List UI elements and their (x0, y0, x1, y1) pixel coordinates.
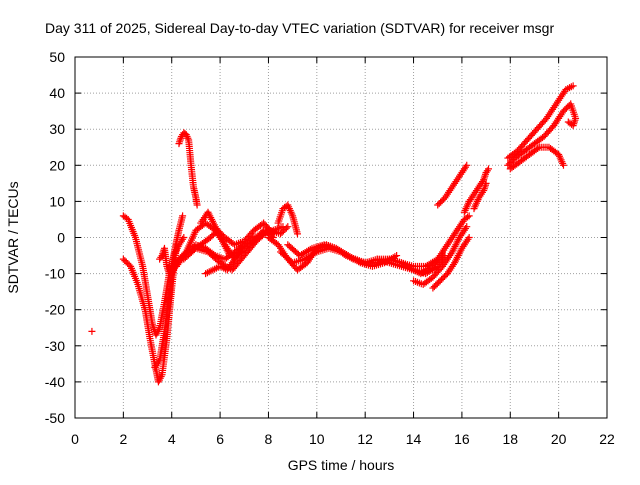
y-tick-label: -20 (45, 302, 65, 318)
data-point (306, 245, 314, 253)
data-point (463, 223, 471, 231)
grid-lines (75, 57, 607, 418)
data-point (463, 161, 471, 169)
series-trace-a (119, 212, 188, 339)
x-tick-label: 18 (502, 431, 518, 447)
series-spike-1 (175, 129, 201, 209)
x-tick-label: 0 (71, 431, 79, 447)
data-point (226, 252, 234, 260)
data-point (238, 244, 246, 252)
series-trace-o (373, 212, 473, 278)
data-point (566, 119, 574, 127)
data-point (179, 212, 187, 220)
x-tick-label: 12 (357, 431, 373, 447)
series-trace-i (197, 208, 234, 260)
y-tick-label: 0 (57, 230, 65, 246)
data-point (293, 230, 301, 238)
series-trace-q (429, 234, 473, 292)
data-point (355, 258, 363, 266)
series-trace-u (504, 82, 577, 162)
data-point (282, 224, 290, 232)
data-point (175, 140, 183, 148)
data-point (193, 201, 201, 209)
series-trace-k (274, 201, 301, 238)
data-point (464, 213, 472, 221)
series-trace-t (470, 179, 490, 213)
x-tick-label: 20 (551, 431, 567, 447)
data-point (564, 118, 572, 126)
y-tick-label: -30 (45, 338, 65, 354)
data-point (465, 212, 473, 220)
data-point (485, 165, 493, 173)
data-point (269, 230, 277, 238)
data-point (569, 82, 577, 90)
data-point (465, 234, 473, 241)
data-point (311, 249, 319, 257)
data-point (534, 144, 542, 152)
x-tick-label: 22 (599, 431, 615, 447)
data-point (559, 161, 567, 169)
y-tick-label: 10 (49, 193, 65, 209)
data-point (284, 223, 292, 231)
y-tick-label: 30 (49, 121, 65, 137)
series-trace-j (202, 244, 246, 278)
x-tick-label: 10 (309, 431, 325, 447)
series-trace-p (410, 223, 471, 288)
axis-ticks: 0 2 4 6 8 10 12 14 16 18 20 22 -50 -40 -30 -20 -10 0 10 20 3… (45, 49, 615, 447)
data-point (391, 253, 399, 261)
series-trace-r (434, 161, 471, 209)
x-tick-label: 4 (168, 431, 176, 447)
data-point (482, 179, 490, 187)
data-points (88, 82, 580, 386)
y-axis-label: SDTVAR / TECUs (5, 181, 21, 293)
series-isolated (88, 327, 96, 335)
series-trace-v (504, 100, 580, 169)
y-tick-label: -40 (45, 374, 65, 390)
data-point (180, 234, 188, 241)
y-tick-label: 50 (49, 49, 65, 65)
series-trace-d (156, 244, 173, 278)
x-tick-label: 2 (119, 431, 127, 447)
data-point (88, 327, 96, 335)
y-tick-label: 40 (49, 85, 65, 101)
x-tick-label: 8 (265, 431, 273, 447)
x-axis-label: GPS time / hours (288, 457, 395, 473)
data-point (393, 252, 401, 260)
data-point (176, 138, 184, 146)
x-tick-label: 6 (216, 431, 224, 447)
x-tick-label: 16 (454, 431, 470, 447)
y-tick-label: -50 (45, 410, 65, 426)
series-trace-w (506, 143, 567, 173)
y-tick-label: -10 (45, 266, 65, 282)
data-point (268, 228, 276, 236)
chart-title: Day 311 of 2025, Sidereal Day-to-day VTE… (45, 20, 554, 36)
data-point (566, 84, 574, 92)
x-tick-label: 14 (406, 431, 422, 447)
series-trace-h (187, 219, 277, 256)
y-tick-label: 20 (49, 157, 65, 173)
